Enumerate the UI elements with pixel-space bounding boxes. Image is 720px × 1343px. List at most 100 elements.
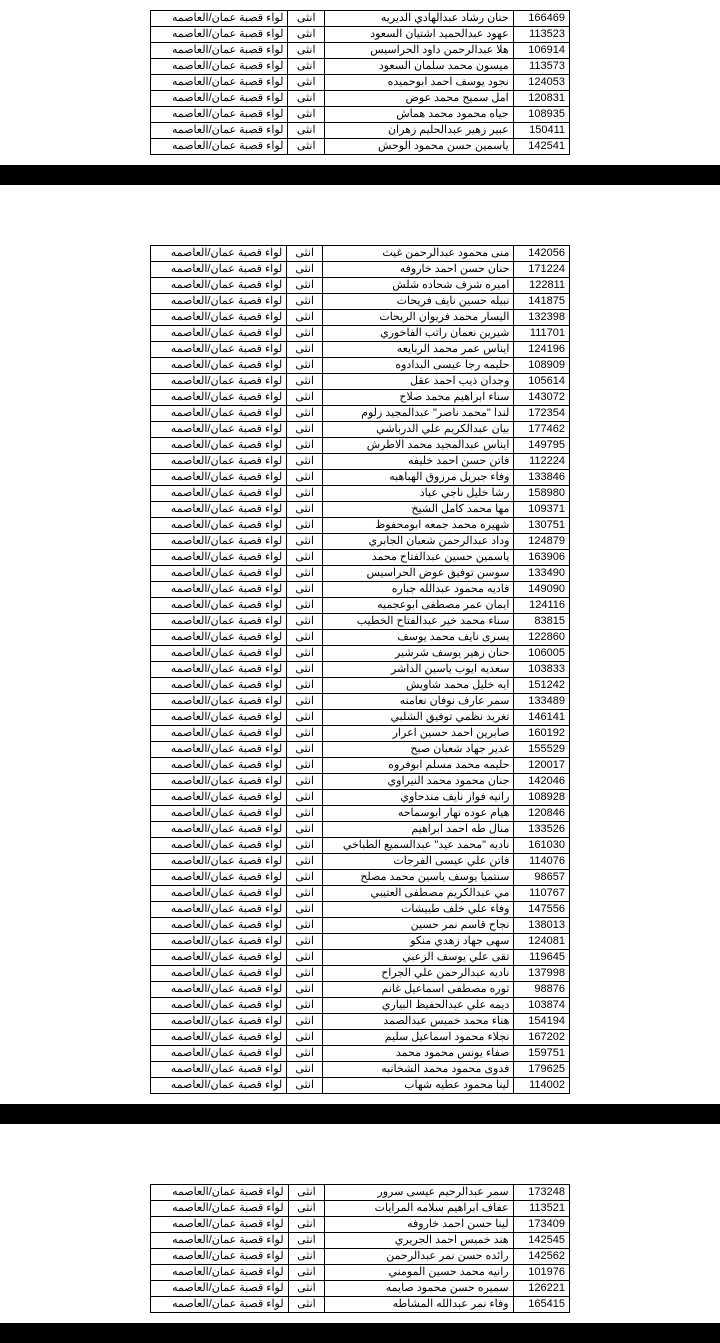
record-gender: انثى [287,982,323,998]
record-gender: انثى [287,678,323,694]
record-district: لواء قصبة عمان/العاصمه [151,886,287,902]
record-district: لواء قصبة عمان/العاصمه [151,294,287,310]
record-name: حنان رشاد عبدالهادي الديريه [325,11,514,27]
record-id: 143072 [514,390,570,406]
record-gender: انثى [288,75,325,91]
record-id: 149090 [514,582,570,598]
record-name: عفاف ابراهيم سلامه المرايات [325,1201,513,1217]
record-gender: انثى [288,1217,325,1233]
record-id: 111701 [514,326,570,342]
record-id: 119645 [514,950,570,966]
record-district: لواء قصبة عمان/العاصمه [151,678,287,694]
record-id: 150411 [513,123,569,139]
table-row: 167202نجلاء محمود اسماعيل سليمانثىلواء ق… [151,1030,570,1046]
record-id: 142046 [514,774,570,790]
record-name: مها محمد كامل الشيخ [323,502,514,518]
record-id: 167202 [514,1030,570,1046]
record-gender: انثى [287,550,323,566]
table-row: 166469حنان رشاد عبدالهادي الديريهانثىلوا… [151,11,570,27]
record-name: تغريد نظمي توفيق الشلبي [323,710,514,726]
record-id: 142541 [513,139,569,155]
record-gender: انثى [287,582,323,598]
table-row: 155529غدير جهاد شعبان صبحانثىلواء قصبة ع… [151,742,570,758]
record-id: 147556 [514,902,570,918]
record-gender: انثى [288,59,325,75]
record-name: غدير جهاد شعبان صبح [323,742,514,758]
table-row: 120831امل سميح محمد عوضانثىلواء قصبة عما… [151,91,570,107]
table-row: 83815سناء محمد خير عبدالفتاح الخطيبانثىل… [151,614,570,630]
record-district: لواء قصبة عمان/العاصمه [151,790,287,806]
record-name: سمر عارف نوفان نعامنه [323,694,514,710]
table-row: 113573ميسون محمد سلمان السعودانثىلواء قص… [151,59,570,75]
record-gender: انثى [287,486,323,502]
record-name: سميره حسن محمود صايمه [325,1281,513,1297]
record-name: يسرى نايف محمد يوسف [323,630,514,646]
record-name: مي عبدالكريم مصطفى العتيبي [323,886,514,902]
record-gender: انثى [287,1030,323,1046]
record-district: لواء قصبة عمان/العاصمه [151,1185,289,1201]
table-row: 111701شيرين نعمان راتب الفاخوريانثىلواء … [151,326,570,342]
table-row: 173409لينا حسن احمد خاروفهانثىلواء قصبة … [151,1217,570,1233]
record-name: شهيره محمد جمعه ابومحفوظ [323,518,514,534]
record-id: 98657 [514,870,570,886]
record-name: ايه خليل محمد شاويش [323,678,514,694]
table-row: 133846وفاء جبريل مرزوق الهباهبهانثىلواء … [151,470,570,486]
record-district: لواء قصبة عمان/العاصمه [151,358,287,374]
record-name: حياه محمود محمد هماش [325,107,514,123]
record-district: لواء قصبة عمان/العاصمه [151,598,287,614]
record-district: لواء قصبة عمان/العاصمه [151,278,287,294]
record-district: لواء قصبة عمان/العاصمه [151,1030,287,1046]
record-district: لواء قصبة عمان/العاصمه [151,406,287,422]
record-gender: انثى [287,838,323,854]
record-name: شيرين نعمان راتب الفاخوري [323,326,514,342]
record-gender: انثى [287,902,323,918]
record-district: لواء قصبة عمان/العاصمه [151,11,288,27]
record-district: لواء قصبة عمان/العاصمه [151,1062,287,1078]
record-name: منال طه احمد ابراهيم [323,822,514,838]
record-gender: انثى [287,390,323,406]
record-district: لواء قصبة عمان/العاصمه [151,1201,289,1217]
record-name: هلا عبدالرحمن داود الحراسيس [325,43,514,59]
record-id: 124196 [514,342,570,358]
record-gender: انثى [287,822,323,838]
record-id: 110767 [514,886,570,902]
record-gender: انثى [287,662,323,678]
records-table-1: 166469حنان رشاد عبدالهادي الديريهانثىلوا… [150,10,570,155]
record-district: لواء قصبة عمان/العاصمه [151,758,287,774]
record-district: لواء قصبة عمان/العاصمه [151,646,287,662]
record-district: لواء قصبة عمان/العاصمه [151,310,287,326]
record-district: لواء قصبة عمان/العاصمه [151,582,287,598]
record-gender: انثى [287,918,323,934]
record-name: لينا محمود عطيه شهاب [323,1078,514,1094]
record-gender: انثى [288,123,325,139]
record-name: رانيه محمد حسين المومني [325,1265,513,1281]
record-district: لواء قصبة عمان/العاصمه [151,566,287,582]
record-gender: انثى [288,91,325,107]
table-row: 126221سميره حسن محمود صايمهانثىلواء قصبة… [151,1281,570,1297]
record-id: 103874 [514,998,570,1014]
record-gender: انثى [288,1201,325,1217]
record-district: لواء قصبة عمان/العاصمه [151,1014,287,1030]
record-id: 161030 [514,838,570,854]
table-row: 142056منى محمود عبدالرحمن غيثانثىلواء قص… [151,246,570,262]
record-district: لواء قصبة عمان/العاصمه [151,870,287,886]
record-gender: انثى [287,326,323,342]
record-name: اليسار محمد فريوان الريحات [323,310,514,326]
table-row: 124116ايمان عمر مصطفى ابوعجميهانثىلواء ق… [151,598,570,614]
record-gender: انثى [287,294,323,310]
table-row: 122811اميره شرف شحاده شلشانثىلواء قصبة ع… [151,278,570,294]
record-id: 124053 [513,75,569,91]
table-row: 160192صابرين احمد حسين اعرارانثىلواء قصب… [151,726,570,742]
record-district: لواء قصبة عمان/العاصمه [151,390,287,406]
record-id: 171224 [514,262,570,278]
record-gender: انثى [287,534,323,550]
table-row: 108909حليمه رجا عيسى البدادوهانثىلواء قص… [151,358,570,374]
record-name: لينا حسن احمد خاروفه [325,1217,513,1233]
record-name: ناديه عبدالرحمن علي الجراح [323,966,514,982]
record-id: 154194 [514,1014,570,1030]
record-gender: انثى [287,646,323,662]
record-district: لواء قصبة عمان/العاصمه [151,123,288,139]
records-table-3: 173248سمر عبدالرحيم عيسى سرورانثىلواء قص… [150,1184,570,1313]
table-row: 147556وفاء علي خلف طبيشاتانثىلواء قصبة ع… [151,902,570,918]
record-id: 179625 [514,1062,570,1078]
